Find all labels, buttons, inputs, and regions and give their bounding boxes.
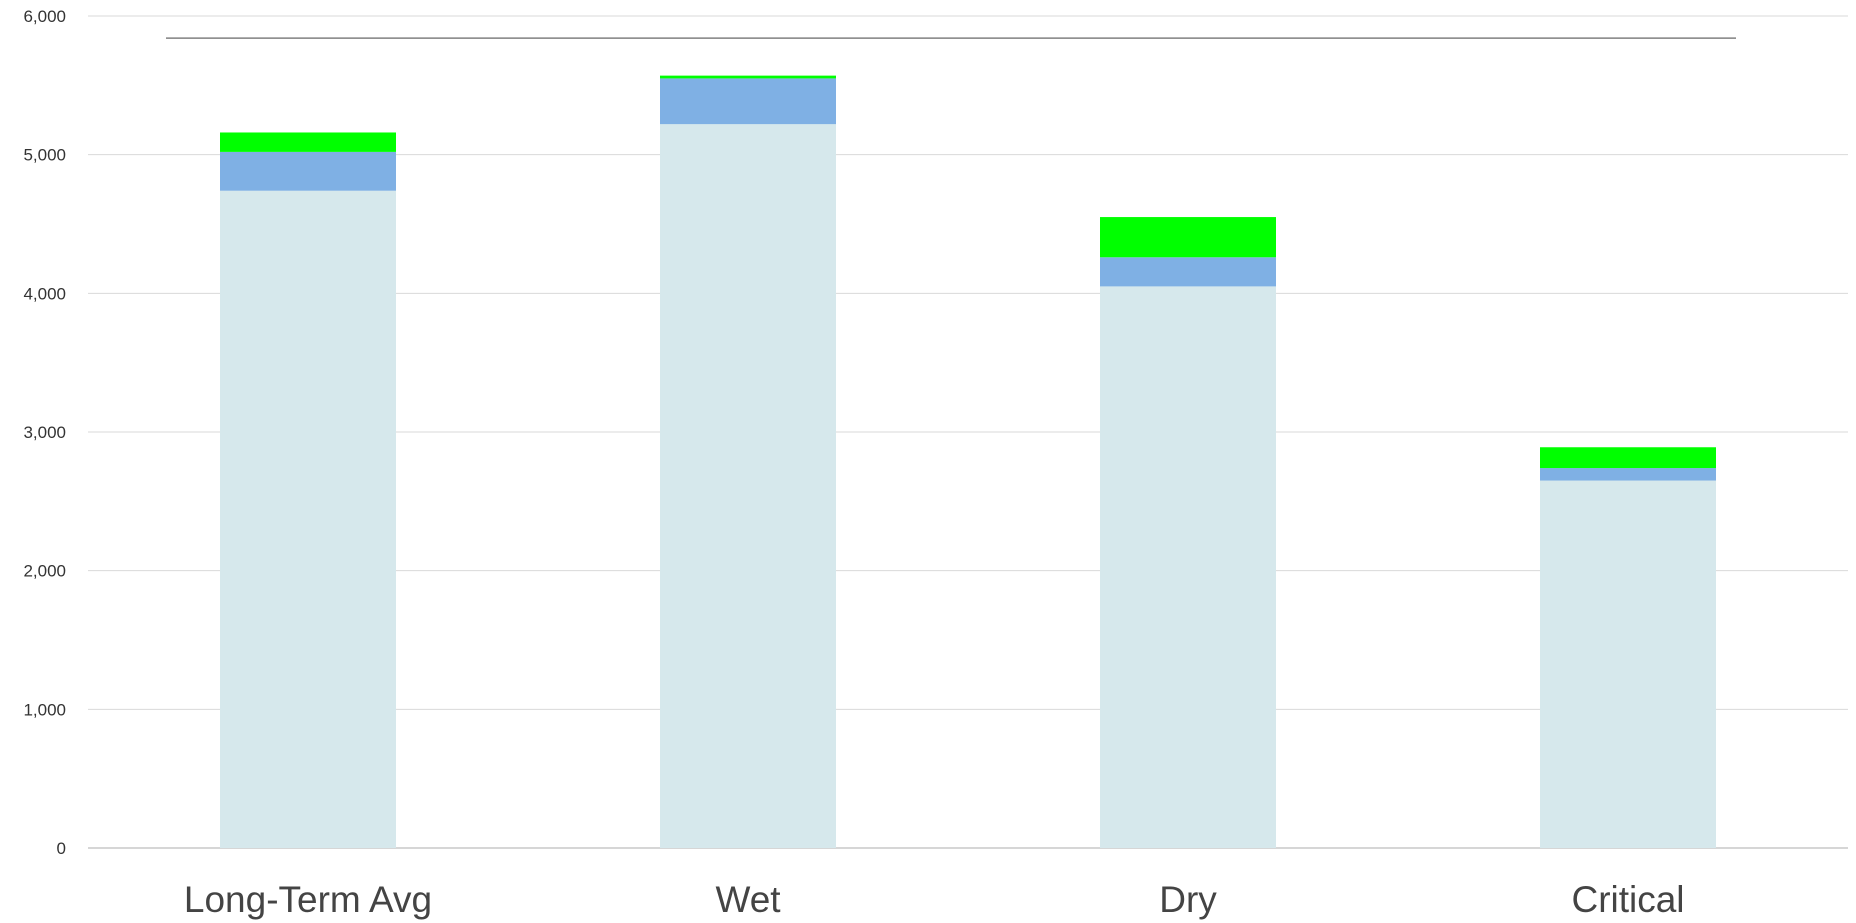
bar-segment-2 — [220, 151, 396, 191]
bar-segment-3 — [1100, 217, 1276, 258]
x-category-label: Critical — [1571, 879, 1684, 920]
y-tick-label: 1,000 — [23, 700, 66, 719]
bar-segment-1 — [660, 124, 836, 848]
bars — [220, 75, 1716, 849]
x-category-label: Long-Term Avg — [184, 879, 432, 920]
bar-segment-3 — [660, 75, 836, 79]
bar-segment-3 — [220, 132, 396, 152]
y-axis-tick-labels: 0 1,000 2,000 3,000 4,000 5,000 6,000 — [23, 7, 66, 858]
x-category-label: Dry — [1159, 879, 1217, 920]
y-tick-label: 4,000 — [23, 284, 66, 303]
y-tick-label: 3,000 — [23, 423, 66, 442]
x-category-label: Wet — [715, 879, 781, 920]
bar-segment-3 — [1540, 447, 1716, 469]
bar-segment-1 — [1540, 480, 1716, 848]
bar-segment-2 — [1100, 257, 1276, 287]
bar-segment-2 — [660, 78, 836, 125]
bar-segment-1 — [1100, 286, 1276, 848]
bar-segment-2 — [1540, 468, 1716, 481]
y-tick-label: 6,000 — [23, 7, 66, 26]
bar-segment-1 — [220, 190, 396, 849]
y-tick-label: 0 — [57, 839, 66, 858]
y-tick-label: 5,000 — [23, 146, 66, 165]
y-tick-label: 2,000 — [23, 562, 66, 581]
x-axis-category-labels: Long-Term Avg Wet Dry Critical — [184, 879, 1685, 920]
